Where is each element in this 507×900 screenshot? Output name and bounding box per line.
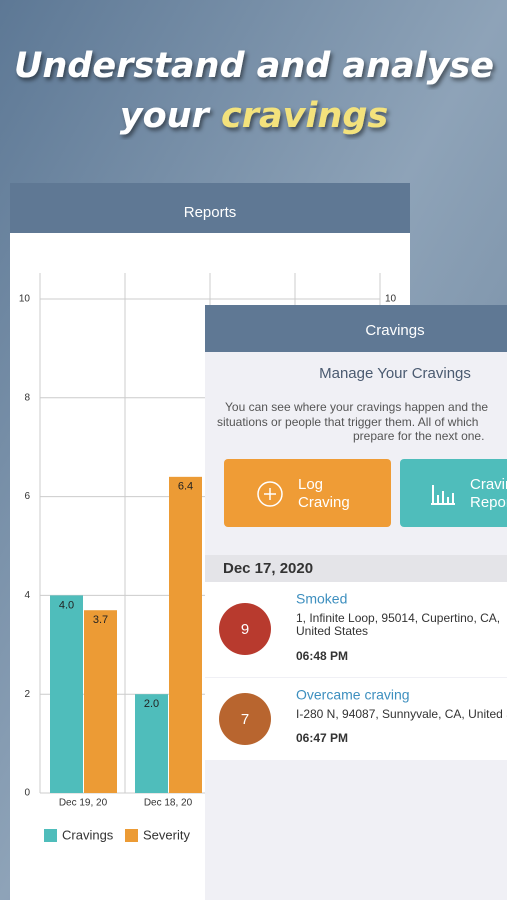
date: Dec 17, 2020 <box>223 560 313 577</box>
entry[interactable]: 7 Overcame craving I-280 N, 94087, Sunny… <box>205 678 507 760</box>
time: 06:48 PM <box>296 649 348 663</box>
panel-title: Reports <box>184 204 237 221</box>
log-button[interactable]: Log Craving <box>224 459 391 527</box>
legend-swatch <box>125 829 138 842</box>
y-tick-label: 8 <box>24 392 30 403</box>
bar <box>84 610 117 793</box>
value-label: 6.4 <box>178 481 193 493</box>
bar <box>135 694 168 793</box>
y-tick-label: 6 <box>24 491 30 502</box>
button-label: Craving <box>470 476 507 493</box>
address: United States <box>296 624 368 638</box>
chart-icon <box>431 485 455 505</box>
time: 06:47 PM <box>296 731 348 745</box>
level: 7 <box>241 711 249 728</box>
entry-title: Overcame craving <box>296 687 410 703</box>
plus-icon <box>264 488 276 500</box>
button-label: Log <box>298 476 323 493</box>
heading: Manage Your Cravings <box>319 365 471 382</box>
address: I-280 N, 94087, Sunnyvale, CA, United St… <box>296 707 507 721</box>
panel-header <box>10 183 410 233</box>
level: 9 <box>241 621 249 638</box>
y2-tick-label: 10 <box>385 294 397 305</box>
description: situations or people that trigger them. … <box>217 415 478 429</box>
x-tick-label: Dec 19, 20 <box>59 798 108 809</box>
entry[interactable]: 9 Smoked 1, Infinite Loop, 95014, Cupert… <box>205 582 507 677</box>
value-label: 3.7 <box>93 614 108 626</box>
reports-button[interactable]: Craving Reports <box>400 459 507 527</box>
entry-title: Smoked <box>296 591 347 607</box>
description: You can see where your cravings happen a… <box>225 400 488 414</box>
x-tick-label: Dec 18, 20 <box>144 798 193 809</box>
legend-label: Cravings <box>62 827 114 842</box>
y-tick-label: 2 <box>24 689 30 700</box>
y-tick-label: 0 <box>24 788 30 799</box>
date-band <box>205 555 507 582</box>
level-badge <box>219 693 271 745</box>
legend-swatch <box>44 829 57 842</box>
button-label: Reports <box>470 494 507 511</box>
headline-highlight: cravings <box>221 96 388 136</box>
button[interactable] <box>224 459 391 527</box>
address: 1, Infinite Loop, 95014, Cupertino, CA, <box>296 611 500 625</box>
bar <box>50 595 83 793</box>
headline: Understand and analyse <box>14 46 494 86</box>
bar <box>169 476 202 793</box>
button-label: Craving <box>298 494 350 511</box>
plus-icon <box>257 481 283 507</box>
headline-word: your <box>120 96 212 136</box>
value-label: 4.0 <box>59 599 74 611</box>
y-tick-label: 4 <box>24 590 30 601</box>
panel-title: Cravings <box>365 322 424 339</box>
level-badge <box>219 603 271 655</box>
y-tick-label: 10 <box>19 294 31 305</box>
panel-header <box>205 305 507 352</box>
legend-label: Severity <box>143 827 190 842</box>
headline: your cravings <box>120 96 388 136</box>
value-label: 2.0 <box>144 698 159 710</box>
cravings-panel: Cravings Manage Your Cravings You can se… <box>205 305 507 900</box>
description: prepare for the next one. <box>353 429 484 443</box>
